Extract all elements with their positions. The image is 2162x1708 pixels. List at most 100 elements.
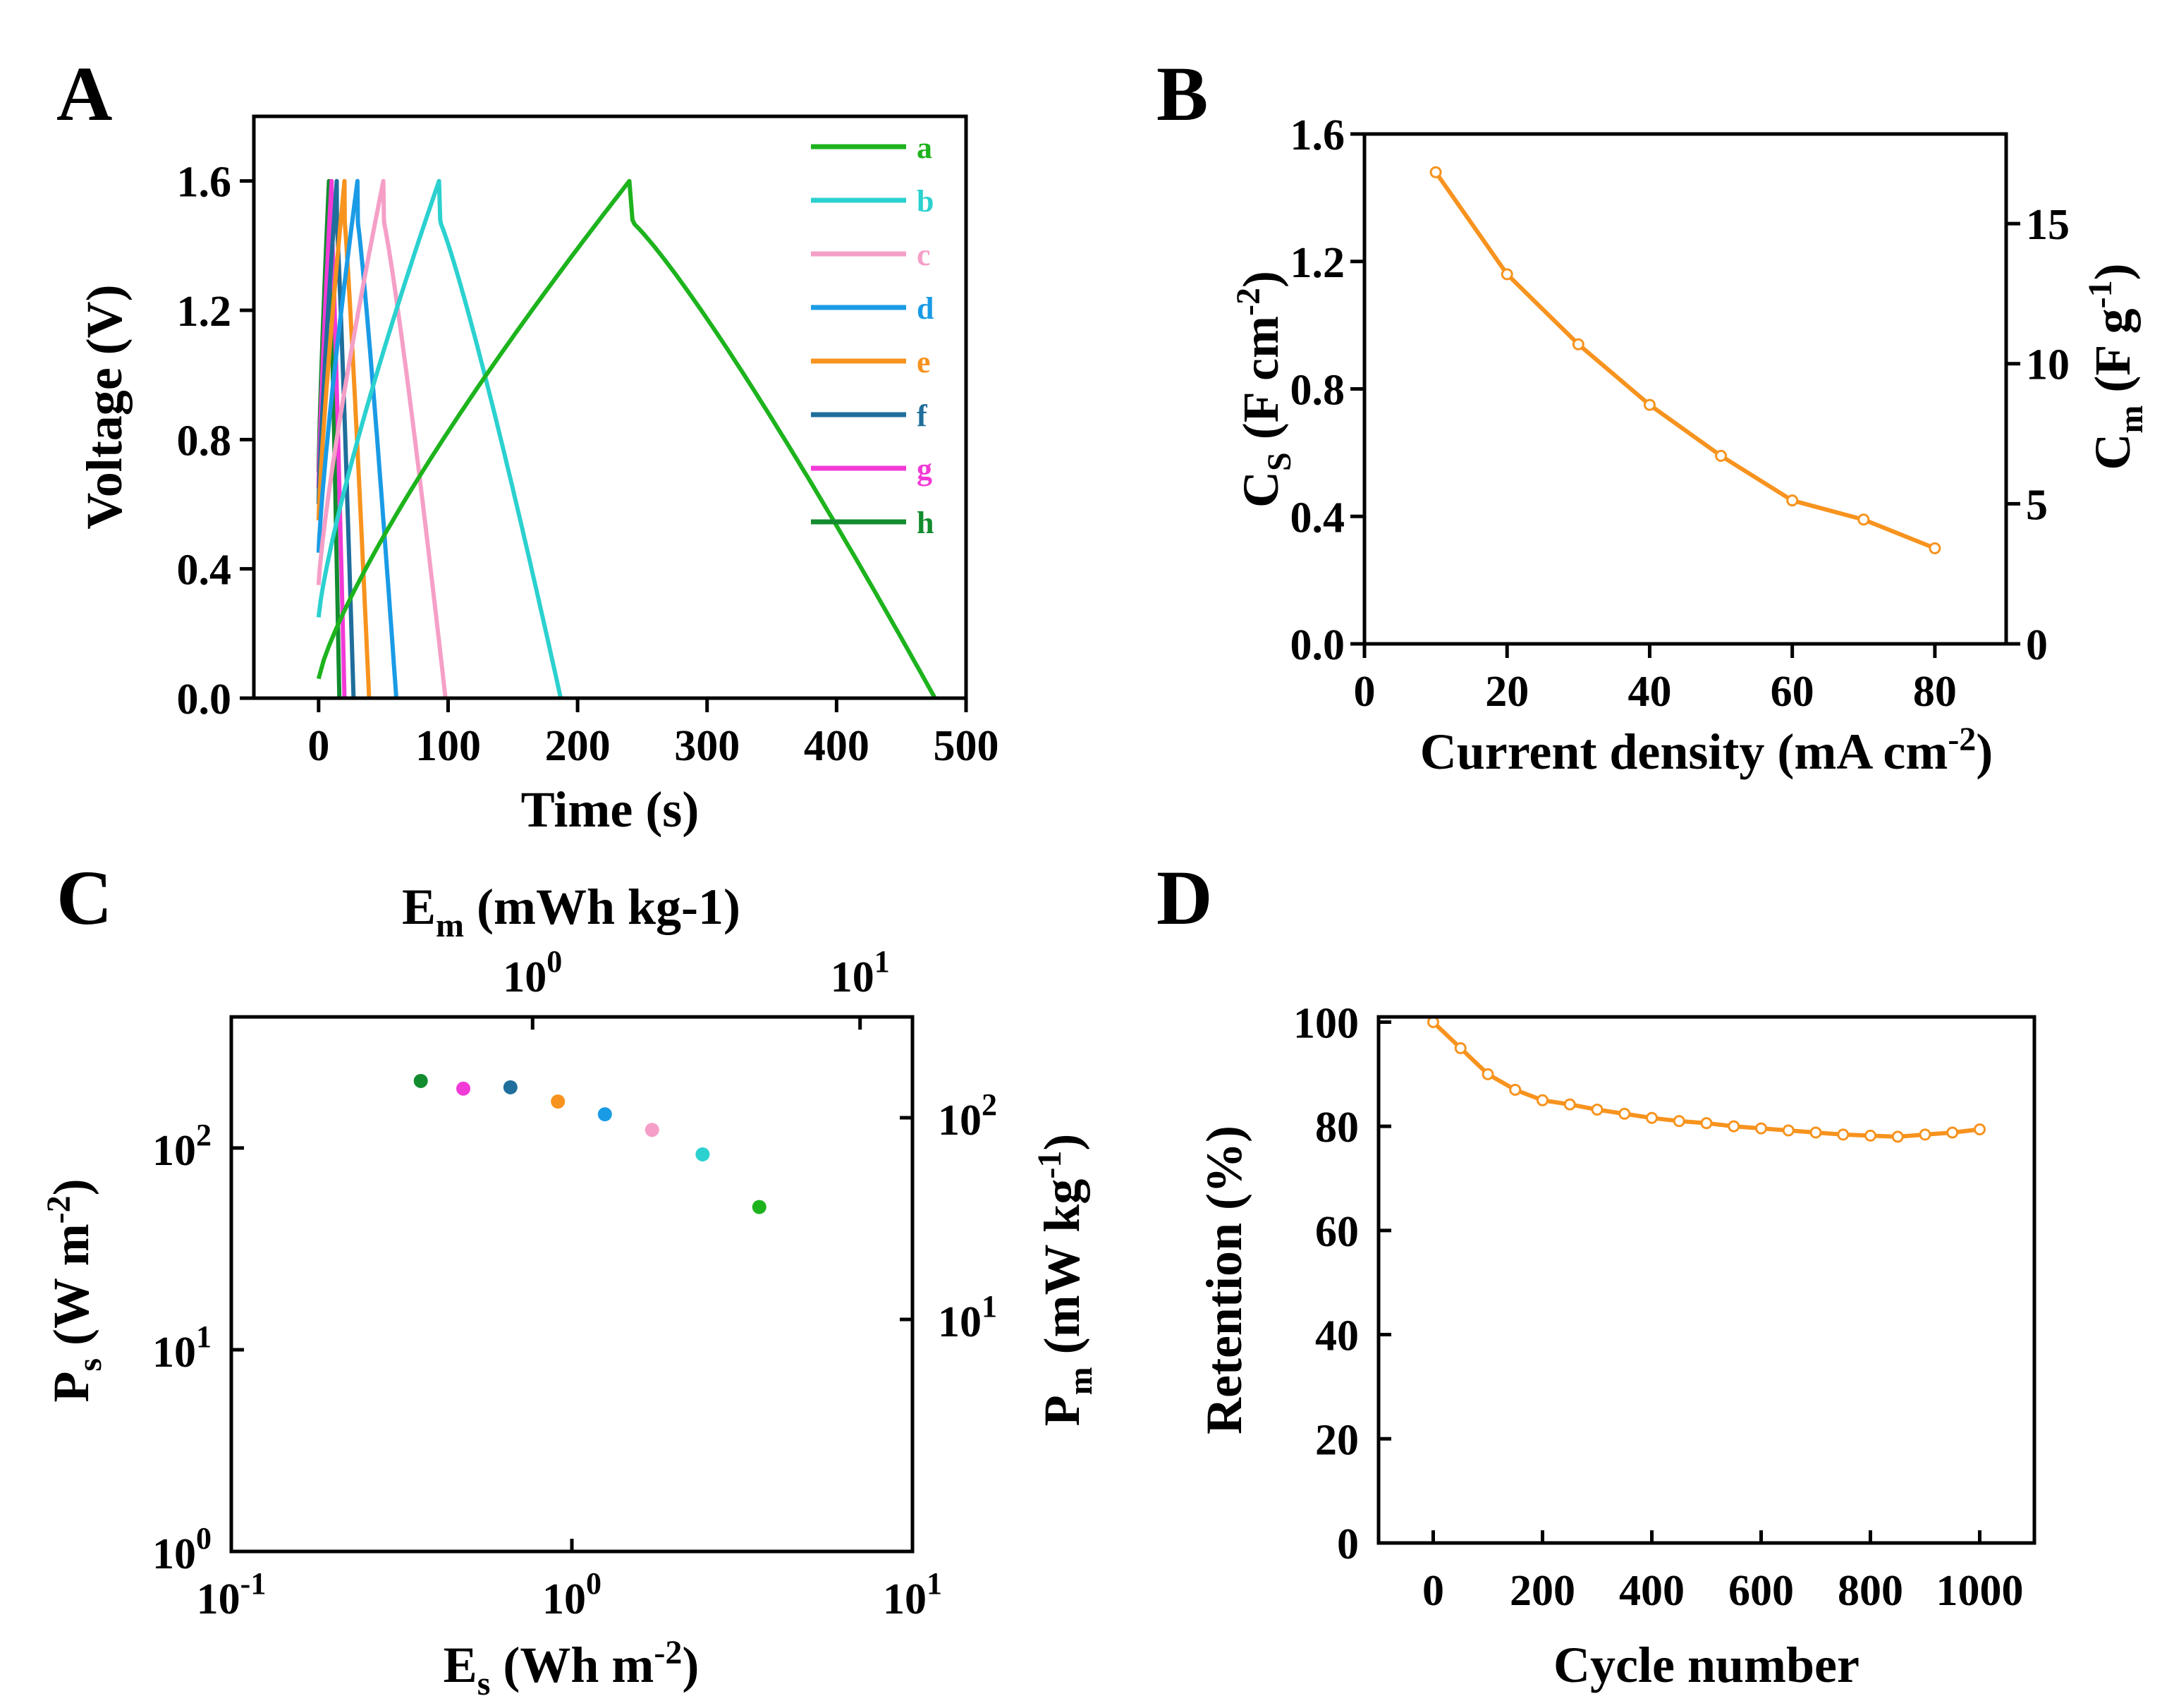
top-x-tick-label-exp: 1 <box>874 944 890 979</box>
ragone-point <box>645 1123 659 1137</box>
panel-b-capacitance: B 0 20 40 60 80 0.0 0.4 0.8 1.2 1.6 0 5 10 15 Curre… <box>1156 51 2150 780</box>
x-tick-label: 100 <box>542 1566 601 1623</box>
x-tick-label-base: 10 <box>542 1575 586 1623</box>
right-y-tick-label: 101 <box>938 1289 997 1346</box>
series-line-f <box>316 178 356 699</box>
panel-letter-c: C <box>56 855 112 941</box>
x-tick-label: 200 <box>1510 1567 1575 1615</box>
capacitance-point <box>1857 513 1870 526</box>
panel-b-ry-main: C <box>2084 434 2141 470</box>
panel-b-series-group <box>1429 166 1941 554</box>
legend-label-e: e <box>917 345 931 379</box>
panel-c-y-close: ) <box>43 1178 99 1195</box>
retention-point <box>1728 1120 1740 1133</box>
panel-c-tx-main: E <box>402 879 436 935</box>
panel-letter-b: B <box>1156 51 1208 137</box>
panel-b-ly-rest: (F cm <box>1233 316 1289 452</box>
retention-point <box>1618 1107 1631 1120</box>
retention-point <box>1454 1042 1467 1054</box>
panel-c-tx-sub: m <box>436 907 464 944</box>
panel-b-right-y-ticks: 0 5 10 15 <box>2006 201 2070 669</box>
panel-b-ly-sup: -2 <box>1230 288 1267 316</box>
capacitance-point <box>1929 542 1941 554</box>
legend-label-b: b <box>917 184 934 219</box>
retention-point <box>1673 1115 1685 1128</box>
x-tick-label-base: 10 <box>197 1575 240 1623</box>
x-tick-label-exp: 1 <box>927 1566 942 1601</box>
panel-c-y-rest: (W m <box>43 1224 99 1358</box>
right-y-tick-label: 102 <box>938 1087 997 1145</box>
capacitance-point <box>1429 166 1442 178</box>
retention-point <box>1482 1068 1494 1080</box>
retention-point <box>1974 1123 1986 1136</box>
retention-point <box>1891 1130 1904 1143</box>
right-y-tick-label: 10 <box>2026 341 2070 389</box>
y-tick-label-base: 10 <box>152 1329 196 1377</box>
right-y-tick-label-base: 10 <box>938 1298 982 1346</box>
capacitance-point <box>1572 338 1584 350</box>
retention-point <box>1782 1124 1795 1137</box>
panel-a-series-group <box>316 178 937 700</box>
right-y-tick-label-exp: 2 <box>982 1087 997 1122</box>
panel-d-x-ticks: 0 200 400 600 800 1000 <box>1422 1530 2024 1615</box>
x-tick-label-base: 10 <box>883 1575 927 1623</box>
panel-c-tx-rest: (mWh kg-1) <box>464 879 740 935</box>
panel-b-y-ticks: 0.0 0.4 0.8 1.2 1.6 <box>1290 111 1364 669</box>
panel-c-top-x-ticks: 100 101 <box>503 944 890 1030</box>
y-tick-label: 1.2 <box>177 288 232 336</box>
panel-c-x-sup: -2 <box>654 1634 682 1671</box>
ragone-point <box>413 1073 428 1088</box>
retention-point <box>1537 1094 1549 1106</box>
panel-a-x-axis-title: Time (s) <box>521 781 700 838</box>
panel-letter-d: D <box>1156 855 1212 941</box>
retention-point <box>1509 1083 1522 1096</box>
y-tick-label: 0.4 <box>1290 494 1345 542</box>
retention-point <box>1837 1128 1850 1141</box>
y-tick-label: 20 <box>1315 1416 1359 1464</box>
ragone-point <box>695 1147 710 1161</box>
top-x-tick-label: 101 <box>831 944 890 1001</box>
legend-label-d: d <box>917 291 934 326</box>
capacitance-point <box>1501 268 1513 281</box>
panel-a-plot-frame <box>252 114 968 700</box>
panel-b-x-title-close: ) <box>1976 724 1993 780</box>
x-tick-label: 400 <box>804 722 869 770</box>
series-line-e <box>316 178 372 699</box>
x-tick-label: 0 <box>307 722 329 770</box>
panel-c-ry-sup: -1 <box>1031 1151 1068 1179</box>
panel-c-plot-frame <box>229 1015 915 1554</box>
panel-c-top-x-axis-title: Em (mWh kg-1) <box>402 879 740 944</box>
panel-c-ry-close: ) <box>1034 1134 1090 1151</box>
y-tick-label: 40 <box>1315 1312 1359 1360</box>
panel-d-series-group <box>1427 1015 1986 1143</box>
panel-c-y-main: P <box>43 1372 99 1403</box>
top-x-tick-label-base: 10 <box>503 953 546 1001</box>
y-tick-label: 0.0 <box>1290 621 1345 669</box>
panel-b-x-axis-title: Current density (mA cm-2) <box>1420 721 1993 780</box>
series-line-b <box>316 178 563 699</box>
right-y-tick-label: 5 <box>2026 481 2048 529</box>
panel-b-ly-sub: S <box>1261 452 1298 471</box>
y-tick-label: 100 <box>1293 999 1359 1047</box>
right-y-tick-label: 0 <box>2026 621 2048 669</box>
y-tick-label: 0.8 <box>177 417 232 465</box>
panel-b-x-title-main: Current density (mA cm <box>1420 724 1948 780</box>
x-tick-label: 0 <box>1354 668 1376 716</box>
legend-label-g: g <box>917 452 932 487</box>
ragone-point <box>752 1200 767 1214</box>
panel-b-x-ticks: 0 20 40 60 80 <box>1354 644 1957 716</box>
panel-d-x-axis-title: Cycle number <box>1553 1637 1859 1693</box>
panel-d-cycling: D 0 200 400 600 800 1000 0 20 40 60 80 100 Cycle n… <box>1156 855 2036 1693</box>
panel-a-y-axis-title: Voltage (V) <box>76 284 133 529</box>
panel-c-x-axis-title: Es (Wh m-2) <box>444 1634 700 1702</box>
ragone-point <box>503 1080 518 1094</box>
panel-b-right-y-axis-title: Cm (F g-1) <box>2082 263 2150 470</box>
y-tick-label: 0.4 <box>177 547 232 594</box>
panel-d-y-ticks: 0 20 40 60 80 100 <box>1293 999 1391 1568</box>
y-tick-label: 1.2 <box>1290 239 1345 287</box>
x-tick-label: 100 <box>415 722 481 770</box>
x-tick-label-exp: 0 <box>586 1566 601 1601</box>
capacitance-point <box>1643 398 1656 411</box>
